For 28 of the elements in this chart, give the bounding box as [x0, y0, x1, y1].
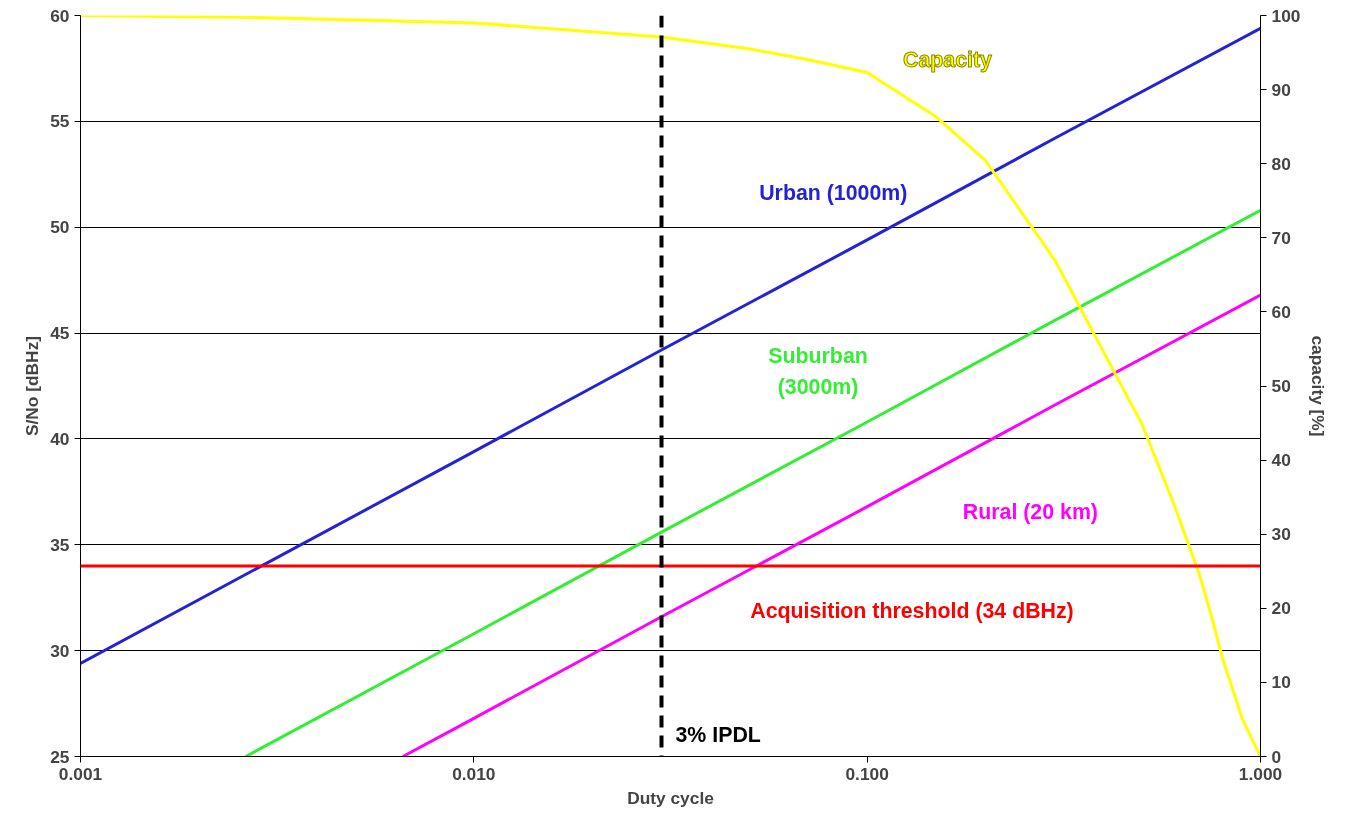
y2-tick-label: 20 — [1271, 598, 1291, 619]
y2-axis-title: capacity [%] — [1308, 335, 1329, 437]
y2-tick-label: 10 — [1271, 672, 1291, 693]
y-tick-label: 45 — [50, 323, 70, 344]
y-tick-label: 50 — [50, 217, 70, 238]
y-tick-label: 35 — [50, 534, 70, 555]
y2-tick-label: 60 — [1271, 301, 1291, 322]
y-axis-title: S/No [dBHz] — [22, 335, 43, 437]
y2-tick-label: 40 — [1271, 450, 1291, 471]
x-tick-label: 0.100 — [845, 763, 889, 784]
y-tick-label: 30 — [50, 640, 70, 661]
y-tick-label: 55 — [50, 111, 70, 132]
ref-line-label: 3% IPDL — [675, 722, 761, 747]
series-label: Capacity — [903, 47, 993, 72]
y2-tick-label: 50 — [1271, 376, 1291, 396]
y-tick-label: 60 — [50, 5, 70, 26]
ref-line-label: Acquisition threshold (34 dBHz) — [750, 598, 1074, 623]
y2-tick-label: 100 — [1271, 5, 1301, 26]
series-label: Suburban (3000m) — [768, 343, 868, 399]
y2-tick-label: 70 — [1271, 227, 1291, 248]
y2-tick-label: 90 — [1271, 79, 1291, 100]
x-axis-title: Duty cycle — [627, 787, 715, 808]
series-label: Rural (20 km) — [962, 499, 1098, 524]
x-tick-label: 0.010 — [452, 763, 496, 784]
y2-tick-label: 80 — [1271, 153, 1291, 174]
y2-tick-label: 30 — [1271, 524, 1291, 545]
y-tick-label: 40 — [50, 428, 70, 449]
series-label: Urban (1000m) — [759, 181, 908, 206]
